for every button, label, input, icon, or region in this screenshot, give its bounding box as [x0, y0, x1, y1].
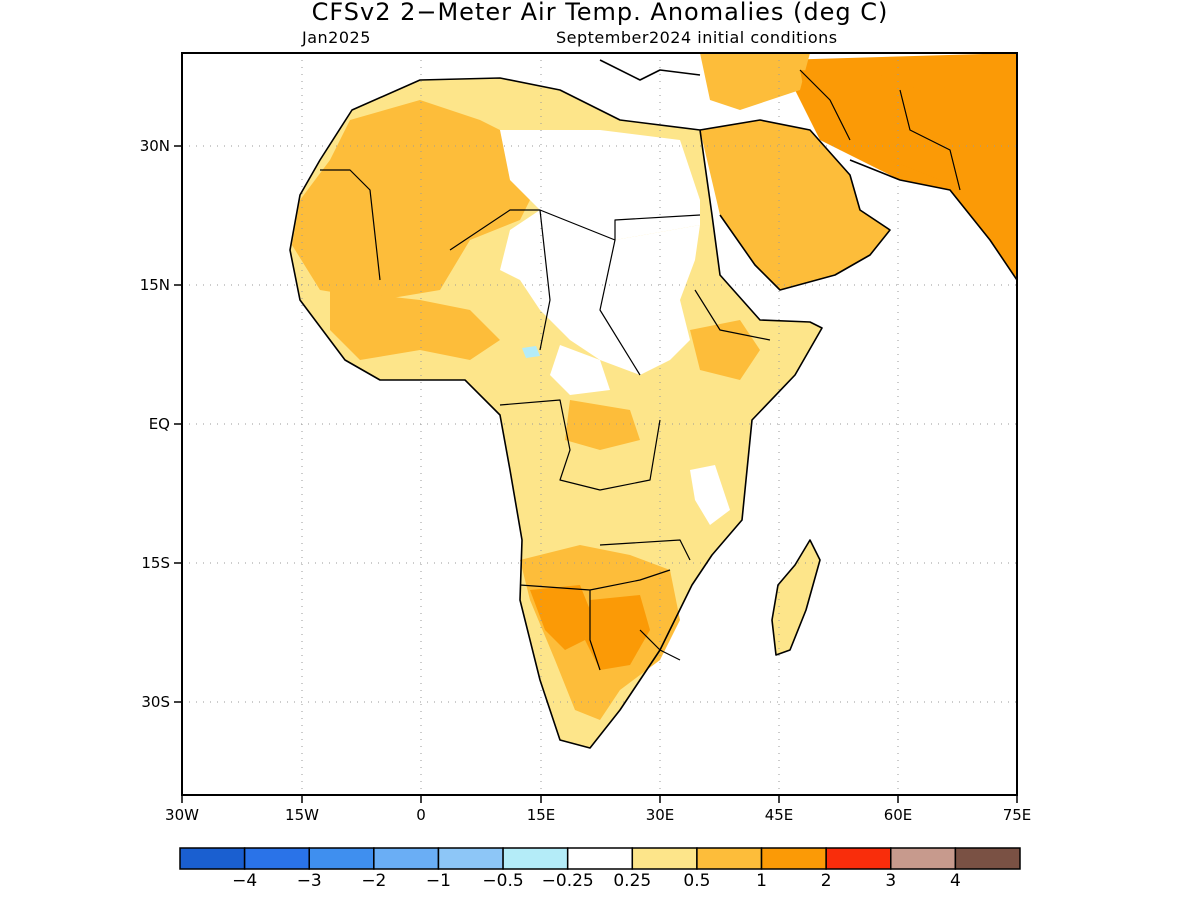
colorbar-label: 1: [756, 871, 767, 891]
colorbar-swatch: [437, 847, 504, 870]
colorbar-swatch: [243, 847, 310, 870]
valid-month: Jan2025: [302, 28, 371, 47]
colorbar-swatch: [890, 847, 957, 870]
colorbar-label: −0.25: [541, 871, 594, 891]
colorbar-swatch: [502, 847, 569, 870]
colorbar-label: 4: [949, 871, 961, 891]
colorbar-label: 2: [820, 871, 832, 891]
lat-label-15s: 15S: [141, 554, 170, 572]
map-title: CFSv2 2−Meter Air Temp. Anomalies (deg C…: [311, 0, 889, 26]
west-africa-warm: [330, 290, 500, 360]
botswana-strong: [585, 595, 650, 670]
colorbar-swatch: [760, 847, 827, 870]
lat-label-15n: 15N: [140, 276, 170, 294]
iran-strong: [800, 70, 1017, 200]
colorbar-swatch: [308, 847, 375, 870]
colorbar-swatch: [566, 847, 634, 870]
colorbar-label: 3: [885, 871, 897, 891]
initial-conditions: September2024 initial conditions: [556, 28, 838, 47]
lon-label-15w: 15W: [285, 806, 319, 824]
sahara-warm-blob: [292, 100, 540, 300]
lon-label-60e: 60E: [884, 806, 913, 824]
graticule: [182, 53, 1017, 795]
coastlines: [289, 59, 1017, 749]
anomaly-shading: [290, 53, 1017, 748]
cold-lake: [522, 346, 540, 358]
colorbar-swatch: [825, 847, 892, 870]
lon-label-30e: 30E: [646, 806, 675, 824]
lat-label-30n: 30N: [140, 137, 170, 155]
lon-label-0: 0: [416, 806, 426, 824]
namibia-strong: [530, 585, 590, 650]
central-warm: [565, 400, 640, 450]
colorbar: [179, 847, 1021, 870]
lat-labels: 30N 15N EQ 15S 30S: [140, 137, 170, 711]
central-africa-neutral: [550, 345, 610, 395]
libya-egypt-neutral: [500, 130, 700, 240]
madagascar-shading: [772, 540, 820, 655]
colorbar-label: −2: [361, 871, 387, 891]
colorbar-label: −3: [296, 871, 322, 891]
arabia-land-shading: [700, 120, 890, 290]
lon-label-45e: 45E: [765, 806, 794, 824]
lat-label-30s: 30S: [141, 693, 170, 711]
colorbar-label: −0.5: [482, 871, 524, 891]
colorbar-label: 0.25: [613, 871, 652, 891]
sudan-chad-neutral: [500, 210, 700, 375]
colorbar-label: −4: [232, 871, 258, 891]
colorbar-swatch: [954, 847, 1021, 870]
lon-label-15e: 15E: [527, 806, 556, 824]
colorbar-label: 0.5: [683, 871, 711, 891]
colorbar-swatch: [373, 847, 440, 870]
colorbar-swatch: [696, 847, 763, 870]
colorbar-swatch: [179, 847, 246, 870]
colorbar-label: −1: [425, 871, 451, 891]
lat-label-eq: EQ: [149, 415, 170, 433]
east-coast-neutral: [690, 465, 730, 525]
east-asia-extra: [700, 53, 810, 110]
colorbar-swatch: [631, 847, 698, 870]
lon-label-75e: 75E: [1003, 806, 1032, 824]
tick-marks: [174, 145, 1018, 803]
lon-label-30w: 30W: [165, 806, 199, 824]
lon-labels: 30W 15W 0 15E 30E 45E 60E 75E: [165, 806, 1031, 824]
